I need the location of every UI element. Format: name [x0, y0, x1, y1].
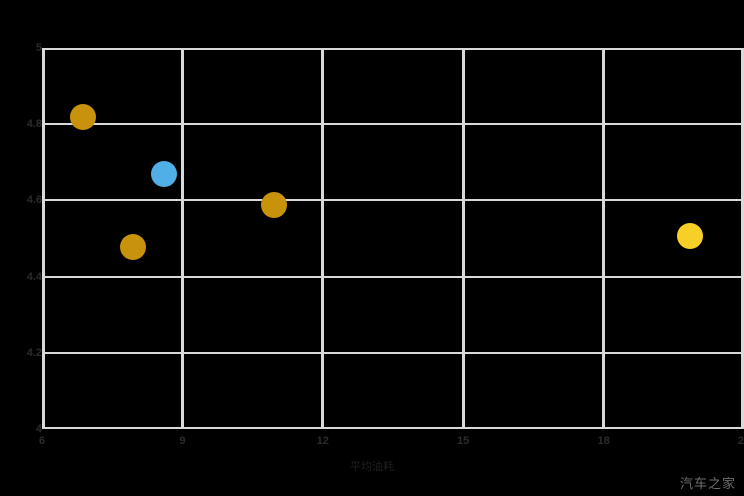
gridline-horizontal: [42, 351, 744, 354]
x-tick-label: 9: [179, 435, 186, 447]
y-tick-label: 4.4: [26, 270, 42, 283]
gridline-vertical: [602, 48, 606, 429]
x-tick-label: 6: [38, 435, 46, 447]
axis-spine-right: [741, 48, 744, 429]
gridline-vertical: [321, 48, 325, 429]
gridline-horizontal: [42, 275, 744, 278]
x-tick-label: 15: [457, 435, 470, 447]
gridline-vertical: [461, 48, 465, 429]
gridline-horizontal: [42, 123, 744, 126]
x-tick-label: 18: [597, 435, 610, 447]
y-tick-label: 4.2: [26, 346, 42, 359]
x-axis-title: 平均油耗: [350, 461, 394, 473]
watermark: 汽车之家: [679, 476, 736, 491]
x-tick-label: 21: [737, 435, 744, 447]
axis-spine-top: [42, 48, 744, 50]
axis-spine-bottom: [42, 427, 744, 429]
data-point-1[interactable]: [70, 104, 97, 131]
y-tick-label: 4.6: [26, 194, 42, 207]
data-point-4[interactable]: [120, 234, 147, 261]
gridline-vertical: [180, 48, 184, 429]
data-point-2[interactable]: [150, 160, 177, 187]
gridline-horizontal: [42, 199, 744, 202]
axis-spine-left: [42, 48, 45, 429]
y-tick-label: 4: [35, 423, 42, 435]
plot-area: [42, 48, 744, 429]
data-point-3[interactable]: [260, 191, 287, 218]
x-tick-label: 12: [316, 435, 329, 447]
y-tick-label: 5: [35, 42, 42, 54]
data-point-5[interactable]: [676, 222, 703, 249]
y-tick-label: 4.8: [26, 118, 42, 131]
